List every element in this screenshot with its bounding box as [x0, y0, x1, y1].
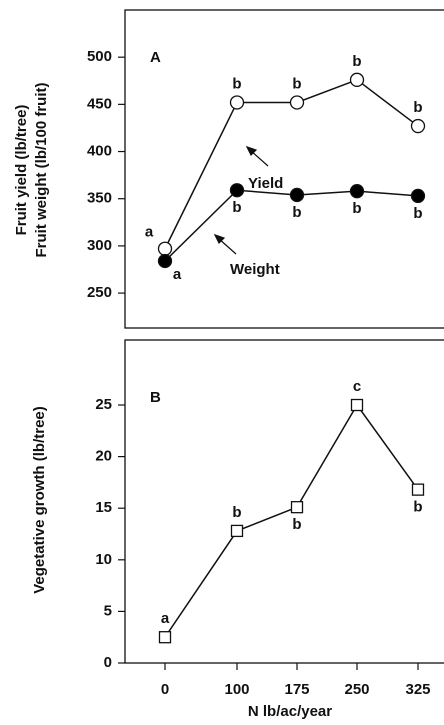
y-tick-label: 250 [87, 284, 112, 301]
x-tick-label: 325 [405, 681, 430, 698]
x-axis-label: N lb/ac/year [248, 703, 332, 720]
y-tick-label: 500 [87, 48, 112, 65]
y-tick-label: 15 [95, 499, 112, 516]
y-tick-label: 10 [95, 551, 112, 568]
significance-letter: c [353, 378, 361, 395]
panel-a-frame [124, 9, 444, 329]
series-line [164, 189, 419, 262]
significance-letter: b [352, 53, 361, 70]
x-tick-label: 175 [284, 681, 309, 698]
point [229, 95, 245, 110]
panel-b-frame [124, 339, 444, 664]
significance-letter: b [292, 516, 301, 533]
point [410, 118, 426, 134]
y-axis-label: Fruit weight (lb/100 fruit) [33, 82, 50, 257]
point [289, 95, 305, 110]
y-tick-label: 450 [87, 95, 112, 112]
significance-letter: b [413, 499, 422, 516]
y-tick-label: 300 [87, 237, 112, 254]
point [230, 524, 244, 538]
y-axis-label: Fruit yield (lb/tree) [13, 105, 30, 236]
y-tick-label: 20 [95, 448, 112, 465]
x-tick-label: 100 [224, 681, 249, 698]
y-axis-label: Vegetative growth (lb/tree) [31, 406, 48, 594]
point [349, 184, 365, 199]
point [158, 631, 172, 644]
x-tick-label: 0 [161, 681, 169, 698]
y-tick-label: 400 [87, 143, 112, 160]
series-label: Weight [230, 261, 280, 278]
series-label: Yield [248, 175, 283, 192]
y-tick-label: 25 [95, 396, 112, 413]
panel-label: B [150, 389, 161, 406]
point [350, 398, 364, 412]
point [411, 483, 425, 496]
significance-letter: a [173, 266, 182, 283]
panel-label: A [150, 49, 161, 66]
significance-letter: b [413, 205, 422, 222]
point [290, 501, 304, 514]
point [410, 188, 426, 204]
x-tick-label: 250 [344, 681, 369, 698]
significance-letter: b [292, 75, 301, 92]
point [157, 241, 173, 256]
y-tick-label: 5 [104, 602, 112, 619]
y-tick-label: 0 [104, 654, 112, 671]
significance-letter: b [232, 199, 241, 216]
significance-letter: b [232, 504, 241, 521]
significance-letter: b [292, 204, 301, 221]
point [157, 253, 173, 269]
point [289, 187, 305, 203]
significance-letter: b [352, 200, 361, 217]
significance-letter: b [413, 99, 422, 116]
significance-letter: b [232, 75, 241, 92]
significance-letter: a [161, 610, 170, 627]
point [349, 72, 365, 87]
point [229, 183, 245, 198]
annotation-arrows [213, 145, 269, 255]
significance-letter: a [145, 224, 154, 241]
y-tick-label: 350 [87, 190, 112, 207]
